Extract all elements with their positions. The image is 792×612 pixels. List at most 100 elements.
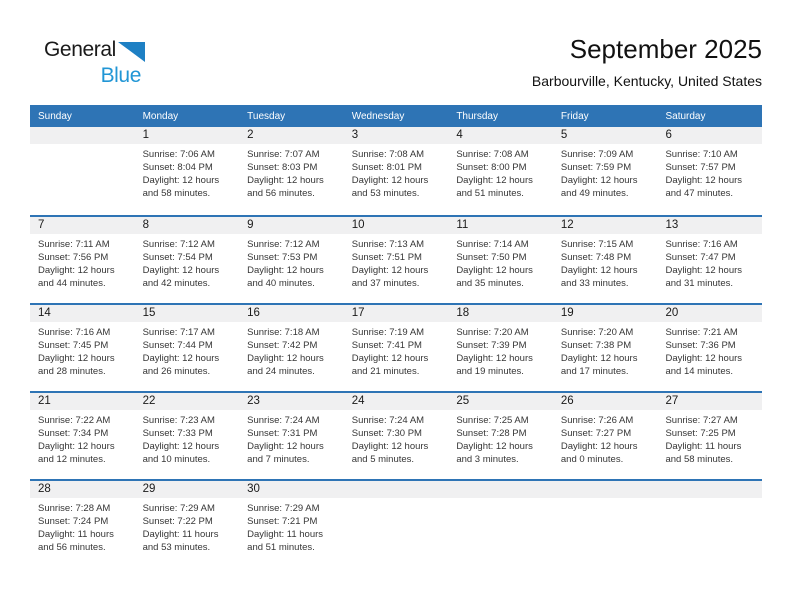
daylight-text: Daylight: 11 hours and 51 minutes. <box>247 529 324 553</box>
calendar-day-cell: 12 Sunrise: 7:15 AM Sunset: 7:48 PM Dayligh… <box>552 217 658 303</box>
weekday-header-saturday: Saturday <box>665 110 706 122</box>
sunset-text: Sunset: 7:34 PM <box>38 428 109 439</box>
daylight-text: Daylight: 12 hours and 3 minutes. <box>456 441 533 465</box>
sunrise-text: Sunrise: 7:10 AM <box>665 149 738 160</box>
calendar-day-cell: 30 Sunrise: 7:29 AM Sunset: 7:21 PM Dayligh… <box>239 481 344 567</box>
day-number: 2 <box>239 127 344 144</box>
weekday-header-wednesday: Wednesday <box>351 110 405 122</box>
sunrise-text: Sunrise: 7:12 AM <box>142 239 215 250</box>
logo-text-general: General <box>44 38 116 61</box>
calendar-day-cell <box>657 481 763 567</box>
daylight-text: Daylight: 12 hours and 12 minutes. <box>38 441 115 465</box>
day-number: 27 <box>657 393 763 410</box>
daylight-text: Daylight: 12 hours and 47 minutes. <box>665 175 743 199</box>
calendar-day-cell: 19 Sunrise: 7:20 AM Sunset: 7:38 PM Dayligh… <box>552 305 658 391</box>
calendar-day-cell: 24 Sunrise: 7:24 AM Sunset: 7:30 PM Dayligh… <box>343 393 449 479</box>
sunset-text: Sunset: 8:03 PM <box>247 162 318 173</box>
day-number <box>343 481 449 498</box>
sunrise-text: Sunrise: 7:06 AM <box>142 149 215 160</box>
calendar-day-cell <box>343 481 449 567</box>
calendar-day-cell: 21 Sunrise: 7:22 AM Sunset: 7:34 PM Dayligh… <box>30 393 135 479</box>
sunrise-text: Sunrise: 7:08 AM <box>351 149 425 160</box>
sunset-text: Sunset: 8:04 PM <box>142 162 213 173</box>
sunset-text: Sunset: 7:47 PM <box>665 252 736 263</box>
day-number: 7 <box>30 217 135 234</box>
calendar-day-cell: 4 Sunrise: 7:08 AM Sunset: 8:00 PM Daylight… <box>448 127 553 215</box>
weekday-header-monday: Monday <box>142 110 179 122</box>
daylight-text: Daylight: 12 hours and 26 minutes. <box>142 353 220 377</box>
calendar-day-cell: 23 Sunrise: 7:24 AM Sunset: 7:31 PM Dayligh… <box>239 393 344 479</box>
day-details: Sunrise: 7:08 AM Sunset: 8:01 PM Daylight:… <box>344 144 449 200</box>
calendar-day-cell: 14 Sunrise: 7:16 AM Sunset: 7:45 PM Dayligh… <box>30 305 135 391</box>
page-title: September 2025 <box>569 34 762 64</box>
day-number: 25 <box>448 393 553 410</box>
sunrise-text: Sunrise: 7:09 AM <box>560 149 634 160</box>
sunset-text: Sunset: 7:57 PM <box>665 162 736 173</box>
day-number: 24 <box>343 393 449 410</box>
sunrise-text: Sunrise: 7:21 AM <box>665 327 738 338</box>
calendar: Sunday Monday Tuesday Wednesday Thursday… <box>30 105 763 567</box>
daylight-text: Daylight: 12 hours and 53 minutes. <box>351 175 429 199</box>
sunrise-text: Sunrise: 7:25 AM <box>456 415 529 426</box>
sunrise-text: Sunrise: 7:11 AM <box>38 239 110 250</box>
day-number: 26 <box>552 393 658 410</box>
day-details <box>657 498 762 502</box>
day-number: 6 <box>657 127 763 144</box>
day-details: Sunrise: 7:23 AM Sunset: 7:33 PM Daylight:… <box>135 410 240 466</box>
sunset-text: Sunset: 7:44 PM <box>142 340 213 351</box>
logo-text-blue: Blue <box>100 64 142 87</box>
day-details: Sunrise: 7:24 AM Sunset: 7:30 PM Daylight:… <box>344 410 449 466</box>
calendar-day-cell: 9 Sunrise: 7:12 AM Sunset: 7:53 PM Daylight… <box>239 217 344 303</box>
general-blue-logo: General Blue <box>44 38 145 87</box>
day-number: 22 <box>134 393 240 410</box>
calendar-day-cell: 18 Sunrise: 7:20 AM Sunset: 7:39 PM Dayligh… <box>448 305 553 391</box>
day-details <box>448 498 553 502</box>
day-number: 15 <box>134 305 240 322</box>
sunset-text: Sunset: 7:38 PM <box>560 340 632 351</box>
day-details <box>344 498 449 502</box>
daylight-text: Daylight: 12 hours and 49 minutes. <box>560 175 638 199</box>
day-details: Sunrise: 7:29 AM Sunset: 7:21 PM Daylight:… <box>239 498 344 554</box>
sunrise-text: Sunrise: 7:12 AM <box>247 239 320 250</box>
day-details: Sunrise: 7:25 AM Sunset: 7:28 PM Daylight:… <box>448 410 553 466</box>
day-number: 9 <box>239 217 344 234</box>
sunrise-text: Sunrise: 7:27 AM <box>665 415 738 426</box>
sunrise-text: Sunrise: 7:23 AM <box>142 415 215 426</box>
weekday-header-friday: Friday <box>560 110 589 122</box>
day-details: Sunrise: 7:21 AM Sunset: 7:36 PM Daylight:… <box>657 322 762 378</box>
day-details: Sunrise: 7:14 AM Sunset: 7:50 PM Daylight:… <box>448 234 553 290</box>
calendar-day-cell: 2 Sunrise: 7:07 AM Sunset: 8:03 PM Daylight… <box>239 127 344 215</box>
day-details: Sunrise: 7:08 AM Sunset: 8:00 PM Daylight:… <box>448 144 553 200</box>
sunrise-text: Sunrise: 7:24 AM <box>247 415 320 426</box>
day-number: 8 <box>134 217 240 234</box>
calendar-day-cell: 25 Sunrise: 7:25 AM Sunset: 7:28 PM Dayligh… <box>448 393 553 479</box>
day-number: 13 <box>657 217 763 234</box>
daylight-text: Daylight: 11 hours and 58 minutes. <box>665 441 742 465</box>
daylight-text: Daylight: 12 hours and 19 minutes. <box>456 353 533 377</box>
sunset-text: Sunset: 7:51 PM <box>351 252 422 263</box>
day-details: Sunrise: 7:17 AM Sunset: 7:44 PM Daylight:… <box>135 322 240 378</box>
day-details: Sunrise: 7:20 AM Sunset: 7:38 PM Daylight:… <box>553 322 658 378</box>
sunset-text: Sunset: 7:50 PM <box>456 252 527 263</box>
day-number: 11 <box>448 217 553 234</box>
week-row: 28 Sunrise: 7:28 AM Sunset: 7:24 PM Dayligh… <box>30 479 763 567</box>
sunrise-text: Sunrise: 7:19 AM <box>351 327 425 338</box>
sunrise-text: Sunrise: 7:28 AM <box>38 503 111 514</box>
sunset-text: Sunset: 7:30 PM <box>351 428 422 439</box>
week-row: 1 Sunrise: 7:06 AM Sunset: 8:04 PM Daylight… <box>30 127 763 215</box>
sunset-text: Sunset: 7:39 PM <box>456 340 527 351</box>
sunset-text: Sunset: 7:53 PM <box>247 252 318 263</box>
sunrise-text: Sunrise: 7:16 AM <box>38 327 111 338</box>
sunset-text: Sunset: 7:59 PM <box>560 162 632 173</box>
daylight-text: Daylight: 12 hours and 14 minutes. <box>665 353 743 377</box>
daylight-text: Daylight: 12 hours and 0 minutes. <box>560 441 638 465</box>
sunset-text: Sunset: 7:33 PM <box>142 428 213 439</box>
day-number: 18 <box>448 305 553 322</box>
daylight-text: Daylight: 12 hours and 40 minutes. <box>247 265 324 289</box>
day-details: Sunrise: 7:15 AM Sunset: 7:48 PM Daylight:… <box>553 234 658 290</box>
calendar-day-cell: 17 Sunrise: 7:19 AM Sunset: 7:41 PM Dayligh… <box>343 305 449 391</box>
sunrise-text: Sunrise: 7:07 AM <box>247 149 320 160</box>
sunset-text: Sunset: 7:54 PM <box>142 252 213 263</box>
week-row: 7 Sunrise: 7:11 AM Sunset: 7:56 PM Daylight… <box>30 215 763 303</box>
day-details: Sunrise: 7:22 AM Sunset: 7:34 PM Daylight:… <box>30 410 135 466</box>
